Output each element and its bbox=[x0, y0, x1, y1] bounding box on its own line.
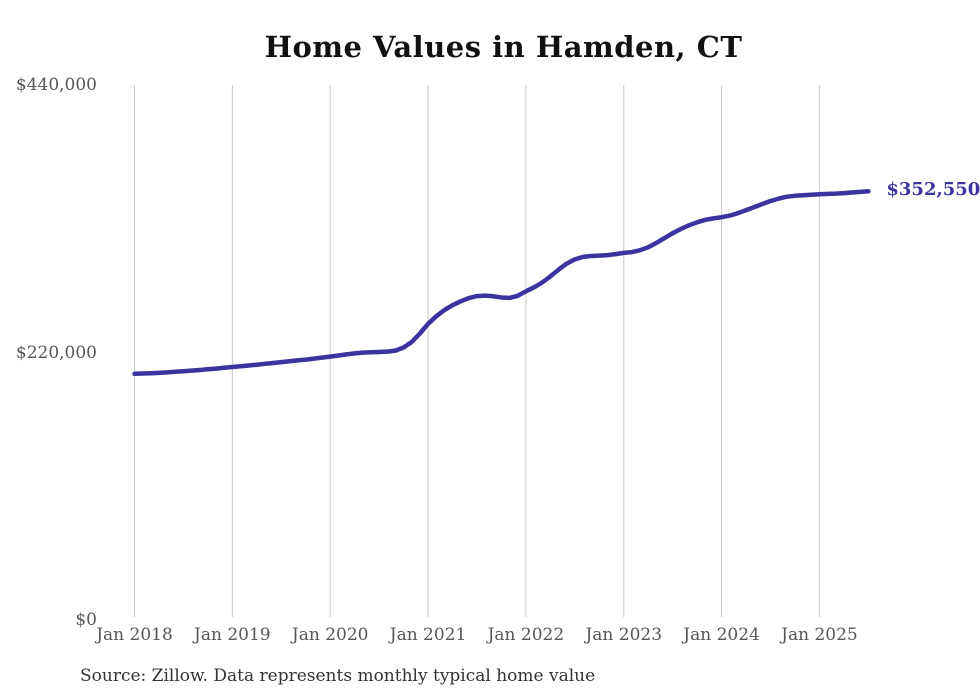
x-tick-label: Jan 2020 bbox=[291, 625, 369, 645]
latest-value-label: $352,550 bbox=[886, 179, 980, 201]
x-tick-label: Jan 2023 bbox=[585, 625, 663, 645]
y-tick-label: $220,000 bbox=[15, 342, 97, 363]
gridlines bbox=[134, 85, 820, 617]
x-tick-label: Jan 2019 bbox=[194, 625, 271, 645]
y-tick-label: $0 bbox=[75, 610, 97, 630]
home-value-line bbox=[132, 189, 871, 377]
source-note: Source: Zillow. Data represents monthly … bbox=[80, 666, 596, 686]
chart-title: Home Values in Hamden, CT bbox=[264, 30, 743, 64]
x-tick-label: Jan 2021 bbox=[389, 625, 467, 645]
x-tick-label: Jan 2022 bbox=[487, 625, 565, 645]
x-tick-label: Jan 2025 bbox=[781, 625, 858, 645]
y-tick-label: $440,000 bbox=[15, 75, 97, 95]
x-tick-label: Jan 2024 bbox=[683, 625, 760, 645]
x-tick-label: Jan 2018 bbox=[96, 625, 173, 645]
